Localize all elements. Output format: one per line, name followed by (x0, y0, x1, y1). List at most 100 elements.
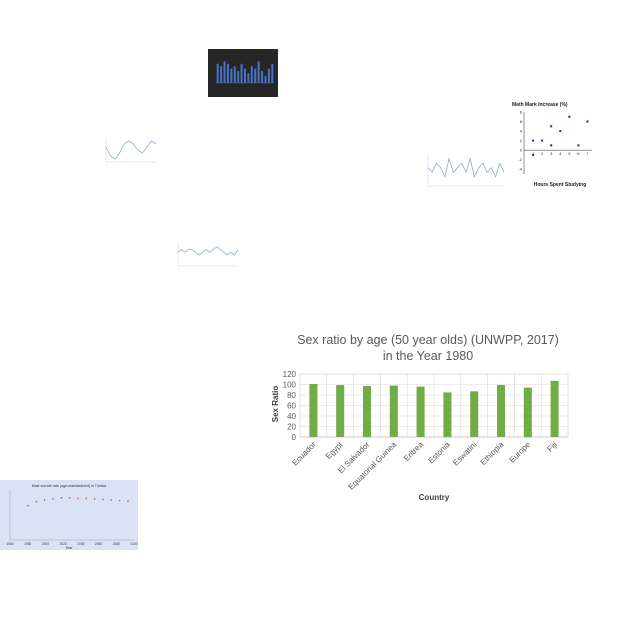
bar-fiji (550, 380, 559, 437)
y-tick-label: 100 (283, 381, 297, 390)
dark-bar (261, 71, 264, 83)
line-series (105, 140, 157, 160)
scatter-point (550, 125, 553, 128)
line-chart-thumbnail-3 (170, 238, 242, 280)
suicide-point (43, 499, 46, 501)
dark-bar (226, 63, 229, 83)
dark-bar (233, 66, 236, 83)
dark-bar (237, 71, 240, 83)
dark-bar (250, 66, 253, 83)
x-tick-label: 1 (532, 151, 535, 156)
suicide-x-tick: 2080 (113, 542, 120, 546)
dark-bar (264, 75, 267, 83)
x-tick-label: 4 (559, 151, 562, 156)
line-chart-2-svg (416, 144, 508, 202)
suicide-point (118, 499, 121, 502)
x-tick-label: Eswatini (451, 440, 479, 468)
suicide-point (52, 498, 54, 500)
scatter-point (532, 153, 535, 156)
dark-bar (223, 61, 226, 83)
bar-equatorial-guinea (389, 385, 398, 437)
line-series (177, 246, 239, 256)
y-tick-label: 8 (520, 110, 523, 115)
x-tick-label: Estonia (427, 440, 453, 466)
dark-bar (243, 68, 247, 83)
math-mark-title: Math Mark Increase (%) (512, 102, 568, 108)
x-tick-label: Equatorial Guinea (347, 440, 399, 492)
suicide-point (85, 497, 88, 500)
y-tick-label: 20 (287, 423, 296, 432)
suicide-chart-title: Male suicide rate (age-standardized) in … (32, 484, 107, 488)
y-tick-label: 60 (287, 402, 296, 411)
line-chart-thumbnail-2 (416, 144, 508, 202)
suicide-rate-chart-thumbnail: Male suicide rate (age-standardized) in … (0, 480, 138, 550)
line-3-series (177, 244, 239, 267)
suicide-point (35, 500, 38, 503)
y-tick-label: 120 (283, 370, 297, 379)
dark-bar (271, 63, 274, 83)
dark-bar (220, 66, 223, 83)
suicide-x-tick: 1980 (24, 542, 31, 546)
math-mark-xlabel: Hours Spent Studying (534, 182, 587, 188)
line-chart-3-svg (170, 238, 242, 280)
x-axis-label: Country (419, 493, 450, 502)
sex-ratio-chart-svg: Sex ratio by age (50 year olds) (UNWPP, … (271, 333, 569, 502)
x-tick-label: Fiji (545, 440, 559, 454)
line-2-series (427, 154, 505, 187)
dark-bar (257, 61, 260, 83)
suicide-x-tick: 2100 (130, 542, 137, 546)
chart-subtitle: in the Year 1980 (383, 349, 473, 363)
suicide-point (27, 504, 29, 507)
scatter-points (532, 115, 589, 156)
dark-bar (240, 63, 243, 83)
y-tick-label: 0 (292, 433, 297, 442)
dark-bar-chart-thumbnail (208, 49, 278, 97)
sex-ratio-chart: Sex ratio by age (50 year olds) (UNWPP, … (268, 326, 588, 506)
suicide-point (93, 498, 96, 500)
x-tick-label: 2 (541, 151, 544, 156)
x-tick-label: Ethiopia (479, 440, 506, 467)
y-tick-label: 6 (520, 119, 523, 124)
suicide-point (68, 496, 71, 499)
y-tick-label: 40 (287, 412, 296, 421)
bar-europe (523, 387, 532, 437)
bar-eritrea (416, 386, 425, 437)
y-tick-label: -4 (518, 167, 522, 172)
scatter-axes: -4 -2 0 2 4 6 8 1 2 3 4 5 6 7 (518, 110, 592, 174)
y-tick-label: -2 (518, 157, 522, 162)
dark-bar (216, 63, 219, 83)
bar-eswatini (470, 391, 479, 437)
scatter-point (559, 130, 562, 133)
y-tick-label: 0 (520, 148, 523, 153)
suicide-x-tick: 2000 (42, 542, 49, 546)
x-tick-label: 5 (568, 151, 571, 156)
suicide-points (27, 496, 129, 507)
chart-title: Sex ratio by age (50 year olds) (UNWPP, … (297, 333, 559, 347)
suicide-chart-xlabel: Year (66, 546, 74, 550)
suicide-x-tick: 1960 (6, 542, 13, 546)
line-chart-1-svg (98, 128, 160, 172)
scatter-point (550, 144, 553, 147)
x-tick-label: Egypt (324, 440, 345, 461)
suicide-axes: 1960 1980 2000 2020 2040 2060 2080 2100 (6, 490, 138, 546)
gridlines (299, 373, 569, 438)
suicide-point (77, 497, 79, 500)
suicide-rate-chart-svg: Male suicide rate (age-standardized) in … (0, 480, 138, 550)
math-mark-scatter-chart: Math Mark Increase (%) -4 -2 0 2 4 6 8 1 2 3 4 5 6 7 … (508, 100, 594, 188)
suicide-point (127, 500, 129, 502)
line-1-series (105, 138, 157, 163)
scatter-point (577, 144, 580, 147)
scatter-point (532, 139, 535, 142)
scatter-point (568, 115, 571, 118)
dark-bar-chart-svg (208, 49, 278, 97)
suicide-x-tick: 2020 (60, 542, 67, 546)
bars (309, 380, 559, 437)
line-chart-thumbnail-1 (98, 128, 160, 172)
line-series (427, 157, 505, 179)
bar-ethiopia (496, 385, 506, 437)
dark-bar (254, 68, 257, 83)
dark-bar (267, 68, 270, 83)
dark-bar (247, 73, 250, 83)
